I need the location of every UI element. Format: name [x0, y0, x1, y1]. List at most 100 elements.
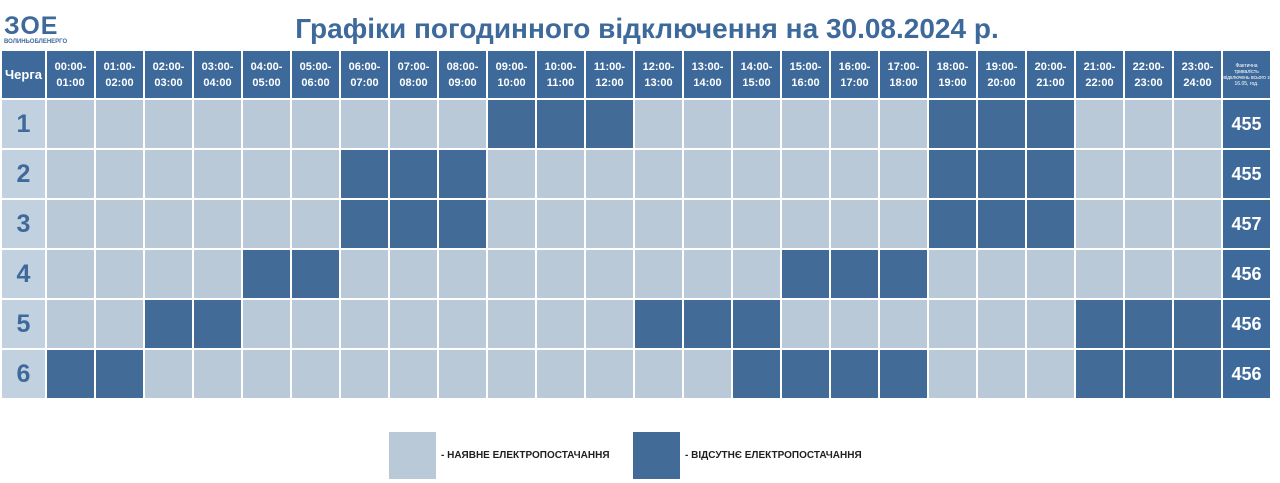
- power-cell: [684, 250, 731, 298]
- power-cell: [145, 350, 192, 398]
- hour-start: 02:00-: [152, 60, 185, 73]
- outage-cell: [1027, 200, 1074, 248]
- hour-header: 08:00- 09:00: [439, 51, 486, 98]
- power-cell: [537, 250, 584, 298]
- power-cell: [1125, 100, 1172, 148]
- hour-header: 00:00- 01:00: [47, 51, 94, 98]
- outage-cell: [488, 100, 535, 148]
- queue-row: 1 455: [2, 100, 1270, 148]
- hour-start: 00:00-: [54, 60, 87, 73]
- hour-header: 15:00- 16:00: [782, 51, 829, 98]
- power-cell: [488, 250, 535, 298]
- hour-end: 12:00: [595, 76, 624, 89]
- outage-cell: [341, 150, 388, 198]
- power-cell: [537, 300, 584, 348]
- outage-cell: [978, 100, 1025, 148]
- power-cell: [439, 350, 486, 398]
- power-cell: [96, 300, 143, 348]
- hour-end: 20:00: [987, 76, 1016, 89]
- power-cell: [243, 100, 290, 148]
- power-cell: [586, 350, 633, 398]
- outage-cell: [978, 150, 1025, 198]
- outage-cell: [439, 200, 486, 248]
- hour-end: 06:00: [301, 76, 330, 89]
- total-duration: 455: [1223, 150, 1270, 198]
- outage-cell: [1174, 300, 1221, 348]
- power-cell: [635, 200, 682, 248]
- power-cell: [1174, 100, 1221, 148]
- outage-cell: [635, 300, 682, 348]
- outage-cell: [586, 100, 633, 148]
- power-cell: [47, 300, 94, 348]
- total-duration: 457: [1223, 200, 1270, 248]
- power-cell: [96, 250, 143, 298]
- power-cell: [586, 300, 633, 348]
- company-logo: ЗОЕ ВОЛИНЬОБЛЕНЕРГО: [4, 12, 68, 45]
- outage-cell: [1125, 300, 1172, 348]
- outage-cell: [96, 350, 143, 398]
- power-cell: [341, 250, 388, 298]
- power-cell: [880, 150, 927, 198]
- power-cell: [243, 300, 290, 348]
- legend-absent-swatch: [633, 432, 680, 479]
- power-cell: [47, 150, 94, 198]
- power-cell: [1076, 150, 1123, 198]
- hour-start: 08:00-: [446, 60, 479, 73]
- total-duration: 456: [1223, 300, 1270, 348]
- power-cell: [929, 300, 976, 348]
- power-cell: [243, 200, 290, 248]
- power-cell: [488, 200, 535, 248]
- page-title: Графіки погодинного відключення на 30.08…: [295, 13, 999, 44]
- hour-start: 03:00-: [201, 60, 234, 73]
- logo-mark: ЗОЕ: [4, 12, 59, 40]
- outage-cell: [1027, 100, 1074, 148]
- hour-header: 11:00- 12:00: [586, 51, 633, 98]
- outage-cell: [880, 250, 927, 298]
- hour-start: 22:00-: [1132, 60, 1165, 73]
- outage-cell: [243, 250, 290, 298]
- logo-subtitle: ВОЛИНЬОБЛЕНЕРГО: [4, 39, 68, 45]
- outage-cell: [978, 200, 1025, 248]
- hour-end: 22:00: [1085, 76, 1114, 89]
- power-cell: [880, 300, 927, 348]
- power-cell: [1027, 250, 1074, 298]
- power-cell: [488, 300, 535, 348]
- power-cell: [292, 100, 339, 148]
- outage-cell: [292, 250, 339, 298]
- power-cell: [439, 250, 486, 298]
- outage-cell: [537, 100, 584, 148]
- hour-header: 23:00- 24:00: [1174, 51, 1221, 98]
- power-cell: [488, 350, 535, 398]
- total-duration: 456: [1223, 250, 1270, 298]
- hour-end: 16:00: [791, 76, 820, 89]
- duration-column-header: Фактична тривалість відключень всього з …: [1223, 51, 1270, 98]
- hour-start: 13:00-: [691, 60, 724, 73]
- outage-cell: [145, 300, 192, 348]
- hour-start: 16:00-: [838, 60, 871, 73]
- outage-cell: [1076, 350, 1123, 398]
- hour-start: 14:00-: [740, 60, 773, 73]
- hour-start: 04:00-: [250, 60, 283, 73]
- legend-available-label: - НАЯВНЕ ЕЛЕКТРОПОСТАЧАННЯ: [441, 450, 610, 461]
- hour-header: 18:00- 19:00: [929, 51, 976, 98]
- power-cell: [978, 300, 1025, 348]
- hour-end: 04:00: [203, 76, 232, 89]
- hour-header: 01:00- 02:00: [96, 51, 143, 98]
- queue-number: 1: [2, 100, 45, 148]
- outage-cell: [439, 150, 486, 198]
- power-cell: [439, 300, 486, 348]
- hour-start: 09:00-: [495, 60, 528, 73]
- outage-cell: [194, 300, 241, 348]
- power-cell: [145, 200, 192, 248]
- power-cell: [145, 150, 192, 198]
- hour-start: 10:00-: [544, 60, 577, 73]
- hour-header: 13:00- 14:00: [684, 51, 731, 98]
- hour-end: 11:00: [546, 76, 575, 89]
- hour-end: 10:00: [497, 76, 526, 89]
- outage-cell: [1027, 150, 1074, 198]
- hour-start: 11:00-: [593, 60, 626, 73]
- outage-cell: [47, 350, 94, 398]
- hour-end: 23:00: [1134, 76, 1163, 89]
- power-cell: [194, 100, 241, 148]
- power-cell: [831, 300, 878, 348]
